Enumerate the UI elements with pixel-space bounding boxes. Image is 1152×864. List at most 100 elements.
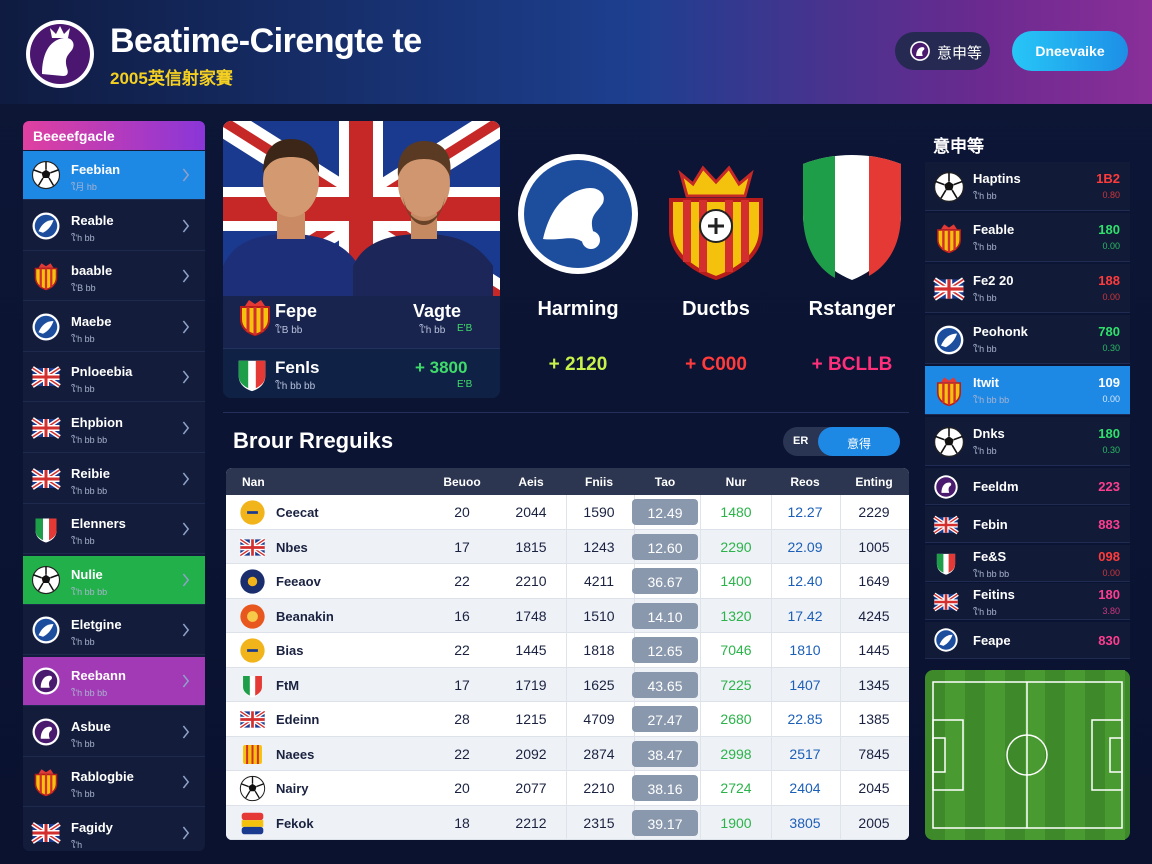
cell: 1480 [720,504,752,520]
cell: 1810 [789,642,821,658]
icon-part [934,474,958,499]
icon [909,40,931,62]
icon-part [803,156,835,278]
sidebar-item[interactable]: Reable ใ'h bb [23,202,205,251]
sidebar-item[interactable]: Feebian ใ月 hb [23,151,205,200]
cell-divider [771,667,772,702]
header-button[interactable]: 意申等 [895,32,990,70]
item-sub: ใ'h bb [973,607,997,618]
toggle[interactable]: ER 意得 [783,427,900,456]
icon-part [223,234,359,296]
icon-part [182,269,190,283]
table-row: Edeinn 28 1215 4709 27.47 2680 22.85 1385 [226,702,909,737]
table-row: Naees 22 2092 2874 38.47 2998 2517 7845 [226,736,909,771]
cell: 43.65 [647,677,683,694]
item-sub: ใ'h [71,839,83,850]
player-sub: ใ'B bb [275,325,303,336]
toggle-active: 意得 [818,427,900,456]
cell: 2998 [720,745,752,762]
item-name: Fe2 20 [973,273,1014,288]
item-name: Dnks [973,426,1005,441]
cell-pill: 36.67 [632,568,698,594]
cell: 16 [454,607,470,624]
cell-pill: 39.17 [632,809,698,836]
icon [239,672,266,699]
icon-part [411,213,437,239]
item-value: 180 [1098,426,1120,441]
cell: 1320 [720,607,752,624]
icon-part [182,370,190,384]
icon-part [32,368,60,387]
icon-part [239,709,266,730]
cell-divider [700,771,701,806]
icon-part [937,223,961,253]
cell: 1385 [858,711,890,727]
cell-divider [566,805,567,840]
item-value: 883 [1098,517,1120,533]
sidebar-item[interactable]: Rablogbie ใ'h bb [23,758,205,808]
cell: Ceecat [276,505,319,520]
sidebar-item[interactable]: Elenners ใ'h bb [23,505,205,555]
cell-divider [840,495,841,530]
icon [31,261,61,291]
table-title: Brour Rreguiks [233,428,394,453]
cell-divider [566,598,567,633]
icon [933,512,959,538]
item-change: 0.00 [1102,394,1120,404]
cell: 2092 [515,745,547,762]
sidebar-item[interactable]: Eletgine ใ'h bb [23,606,205,656]
icon-part [32,161,60,186]
icon-part [38,320,54,334]
sidebar-item[interactable]: Nulie ใ'h bb bb [23,555,205,605]
icon [933,426,965,458]
sidebar-item[interactable]: Pnloeebia ใ'h bb [23,353,205,403]
cell: Fekok [276,815,314,831]
item-sub: ใ'h bb [71,738,95,749]
icon-part [247,576,258,587]
icon-part [241,812,264,820]
column-header: Tao [654,475,676,489]
icon-part [182,826,190,840]
cell-divider [771,805,772,840]
icon-part [39,268,53,290]
cell-divider [700,564,701,599]
icon-part [182,168,190,182]
button-label: 意申等 [937,45,983,62]
sidebar-item[interactable]: baable ใ'B bb [23,252,205,302]
cell: 1649 [858,573,890,589]
cell: 2874 [583,745,615,762]
item-sub: ใ'h bb [71,536,95,547]
sidebar-item[interactable]: Reebann ใ'h bb bb [23,657,205,706]
divider [223,412,909,413]
icon [31,464,61,494]
icon-part [34,769,58,797]
cell: 2290 [720,538,752,555]
icon-part [241,819,264,827]
icon [239,741,266,768]
item-name: Reebann [71,668,126,683]
icon-part [38,219,54,233]
sidebar-item[interactable]: Reibie ใ'h bb bb [23,455,205,504]
icon-part [246,307,264,335]
icon [31,211,61,241]
icon [175,720,199,744]
cell: 1818 [583,642,615,658]
cell-divider [566,564,567,599]
ranking-item: Feable ใ'h bb 180 0.00 [925,213,1130,262]
sidebar-item[interactable]: Ehpbion ใ'h bb bb [23,404,205,453]
icon-part [243,675,262,698]
header-button[interactable]: Dneevaike [1012,31,1128,71]
icon-part [669,165,763,281]
icon-part [223,121,500,309]
column-header: Aeis [518,475,544,489]
sidebar-item[interactable]: Fagidy ใ'h [23,809,205,851]
cell-divider [840,702,841,737]
icon [31,514,61,544]
icon-part [182,573,190,587]
icon [175,214,199,238]
sidebar-item[interactable]: Maebe ใ'h bb [23,303,205,352]
icon-part [240,569,265,594]
cell-divider [771,529,772,564]
sidebar-item[interactable]: Asbue ใ'h bb [23,708,205,757]
icon-part [678,165,754,198]
